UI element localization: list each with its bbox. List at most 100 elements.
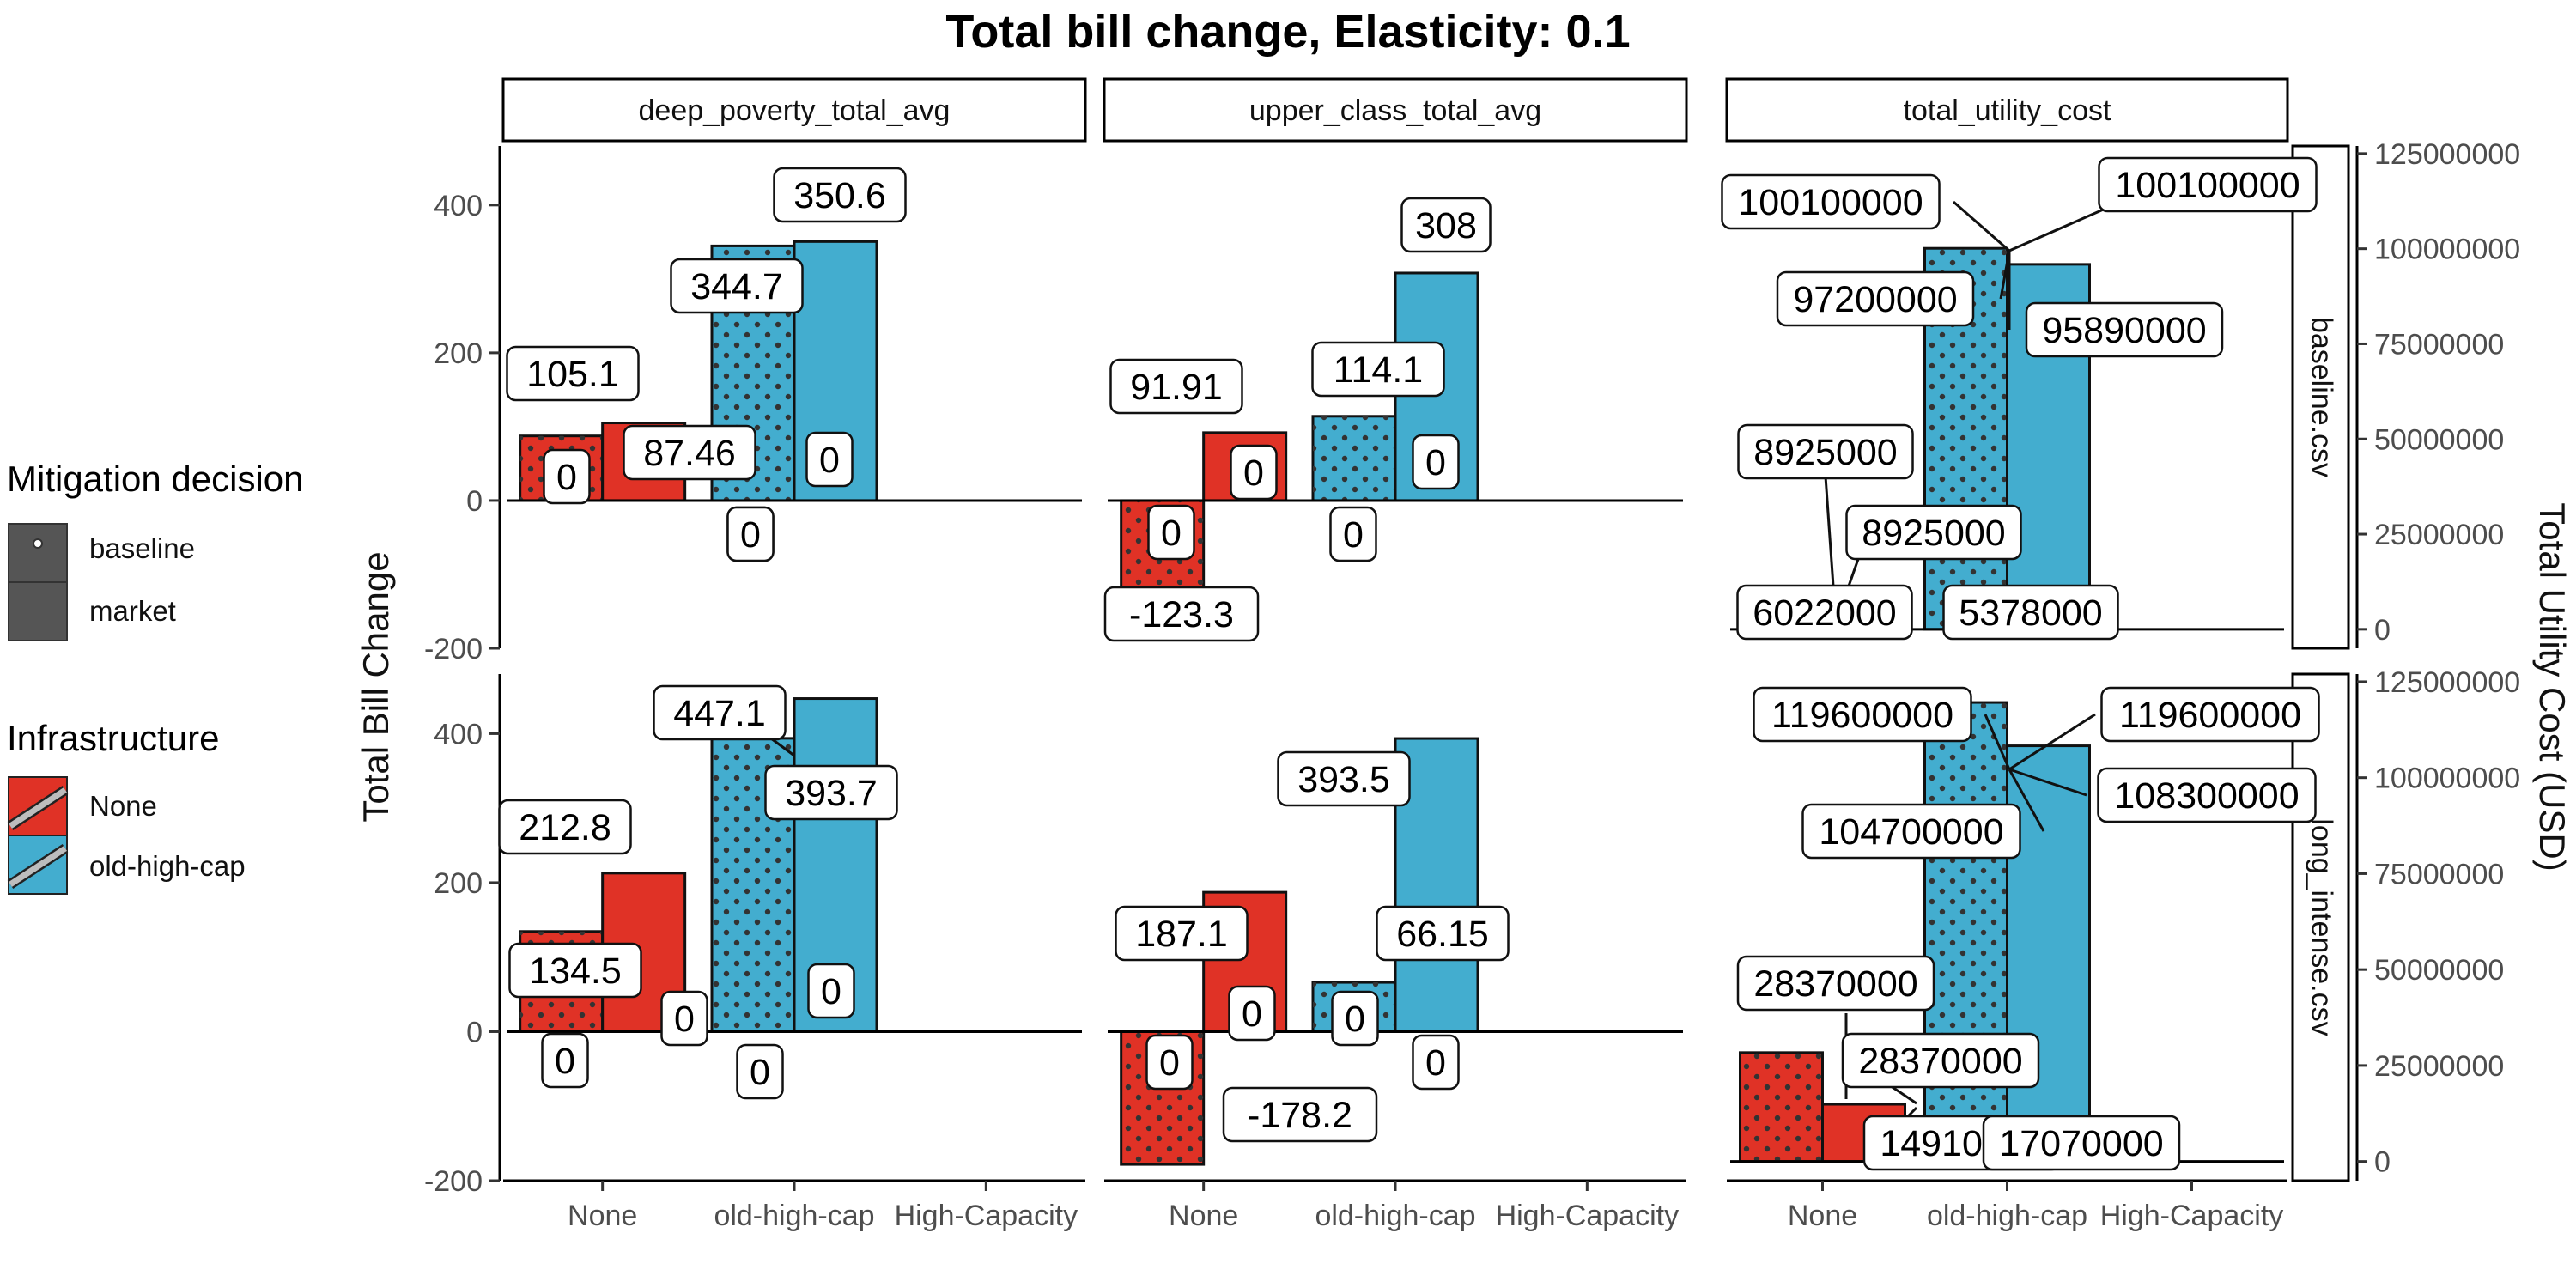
data-label-1-0-6: 0 — [807, 963, 855, 1019]
legend-title-mitigation: Mitigation decision — [7, 459, 304, 499]
data-label-text-0-2-2: 97200000 — [1793, 279, 1957, 320]
data-label-0-1-3: -123.3 — [1103, 586, 1260, 642]
legend-key-old-high-cap-slash-inner — [9, 846, 67, 887]
data-label-box-1-0-3 — [508, 942, 642, 999]
label-leader-1-0-0 — [770, 737, 795, 757]
data-label-box-0-2-6 — [1736, 584, 1913, 641]
data-label-1-1-7: 0 — [1412, 1034, 1460, 1091]
data-label-1-2-7: 17070000 — [1982, 1115, 2181, 1171]
strip-label-deep_poverty_total_avg: deep_poverty_total_avg — [639, 94, 951, 127]
data-label-text-1-0-6: 0 — [821, 971, 841, 1012]
data-label-1-0-5: 0 — [660, 990, 708, 1047]
right-tick-label-1-50000000: 50000000 — [2374, 954, 2504, 987]
data-label-text-0-1-7: 0 — [1343, 514, 1364, 556]
data-label-box-1-2-2 — [1801, 803, 2021, 860]
data-label-0-2-3: 95890000 — [2025, 301, 2224, 358]
data-label-text-1-2-2: 104700000 — [1819, 811, 2003, 853]
data-label-box-1-2-3 — [2097, 767, 2317, 823]
data-label-0-1-2: 0 — [1147, 504, 1195, 561]
legend-key-none-slash-inner — [9, 787, 67, 829]
data-label-text-0-1-6: 0 — [1425, 442, 1446, 483]
data-label-0-2-7: 5378000 — [1942, 584, 2119, 641]
data-label-text-0-1-3: -123.3 — [1129, 594, 1234, 635]
data-label-0-0-2: 87.46 — [623, 424, 756, 481]
data-label-text-0-1-5: 308 — [1415, 205, 1477, 246]
data-label-1-2-0: 119600000 — [1753, 686, 1972, 743]
bar-pattern-1-2-2 — [1924, 702, 2008, 1162]
data-label-text-1-2-4: 28370000 — [1753, 963, 1917, 1005]
data-label-0-2-0: 100100000 — [1721, 173, 1941, 230]
data-label-box-0-1-1 — [1230, 444, 1278, 501]
data-label-box-1-0-1 — [764, 764, 898, 821]
axes: -200 0 200 400 0 25000000 50000000 75000000 1000… — [424, 138, 2520, 1232]
data-label-text-1-2-7: 17070000 — [1999, 1123, 2163, 1164]
left-tick-label-0-0: 0 — [466, 485, 483, 518]
data-label-text-1-1-4: 0 — [1242, 993, 1262, 1035]
data-label-text-0-2-1: 100100000 — [2115, 165, 2300, 206]
data-label-text-0-2-7: 5378000 — [1959, 592, 2102, 634]
data-label-0-2-2: 97200000 — [1776, 270, 1975, 327]
data-label-text-1-1-7: 0 — [1425, 1042, 1446, 1084]
data-label-text-0-1-1: 0 — [1243, 453, 1264, 494]
x-tick-label-2-1: old-high-cap — [1927, 1200, 2087, 1232]
data-label-1-0-2: 212.8 — [498, 799, 632, 855]
data-label-box-1-0-5 — [660, 990, 708, 1047]
data-label-box-0-0-2 — [623, 424, 756, 481]
data-label-box-0-0-5 — [773, 167, 907, 223]
right-tick-label-1-125000000: 125000000 — [2374, 666, 2520, 699]
data-label-box-0-2-0 — [1721, 173, 1941, 230]
data-label-box-1-2-4 — [1736, 955, 1935, 1012]
data-label-1-2-2: 104700000 — [1801, 803, 2021, 860]
data-label-box-1-1-5 — [1331, 990, 1379, 1047]
x-tick-label-2-2: High-Capacity — [2100, 1200, 2284, 1232]
data-label-box-0-1-0 — [1109, 358, 1243, 415]
strip-label-long_intense.csv: long_intense.csv — [2306, 818, 2338, 1036]
legend-item-old-high-cap: old-high-cap — [89, 850, 246, 882]
data-label-box-0-2-2 — [1776, 270, 1975, 327]
strip-label-baseline.csv: baseline.csv — [2306, 317, 2338, 477]
data-label-box-0-1-7 — [1329, 506, 1377, 562]
label-leader-1-2-0 — [1984, 714, 2011, 770]
legend-item-market: market — [89, 595, 176, 627]
data-label-text-0-2-0: 100100000 — [1738, 182, 1923, 223]
data-label-text-0-1-4: 114.1 — [1334, 349, 1423, 391]
data-label-text-0-2-6: 6022000 — [1753, 592, 1896, 634]
data-label-box-0-0-6 — [805, 431, 854, 488]
data-label-text-1-1-2: 66.15 — [1396, 914, 1489, 955]
data-label-text-0-2-4: 8925000 — [1753, 432, 1897, 473]
data-label-box-0-2-5 — [1845, 504, 2022, 561]
chart-title: Total bill change, Elasticity: 0.1 — [945, 6, 1630, 58]
data-label-1-0-4: 0 — [541, 1032, 589, 1089]
y-axis-title-right: Total Utility Cost (USD) — [2532, 502, 2573, 871]
right-tick-label-1-0: 0 — [2374, 1146, 2391, 1179]
left-tick-label-1--200: -200 — [424, 1165, 483, 1198]
label-leader-0-2-2 — [1999, 250, 2011, 300]
data-label-1-2-5: 28370000 — [1841, 1032, 2040, 1089]
strip-box-deep_poverty_total_avg — [501, 77, 1087, 143]
data-label-0-0-1: 0 — [543, 448, 591, 505]
data-label-box-0-1-5 — [1400, 197, 1492, 253]
data-label-text-1-0-2: 212.8 — [519, 807, 611, 848]
x-tick-label-1-1: old-high-cap — [1315, 1200, 1475, 1232]
data-label-box-1-0-7 — [736, 1043, 784, 1100]
data-label-box-1-1-4 — [1228, 985, 1276, 1042]
data-label-1-1-1: 187.1 — [1115, 905, 1249, 962]
data-label-1-2-1: 119600000 — [2100, 686, 2320, 743]
data-label-0-2-1: 100100000 — [2098, 156, 2318, 213]
data-label-1-0-7: 0 — [736, 1043, 784, 1100]
facet-strips: deep_poverty_total_avg upper_class_total_… — [501, 77, 2350, 1182]
legend: Mitigation decision baseline market Infr… — [7, 459, 304, 895]
legend-title-infrastructure: Infrastructure — [7, 718, 219, 758]
data-label-0-1-6: 0 — [1412, 434, 1460, 490]
data-label-text-0-0-2: 87.46 — [643, 433, 736, 474]
data-label-1-1-0: 393.5 — [1277, 750, 1411, 807]
data-label-0-1-5: 308 — [1400, 197, 1492, 253]
data-label-0-2-6: 6022000 — [1736, 584, 1913, 641]
data-label-1-1-2: 66.15 — [1376, 905, 1510, 962]
data-label-text-0-0-0: 105.1 — [526, 354, 619, 395]
label-leader-1-2-2 — [2008, 769, 2045, 832]
right-tick-label-1-75000000: 75000000 — [2374, 858, 2504, 890]
data-label-box-1-2-0 — [1753, 686, 1972, 743]
data-label-0-1-1: 0 — [1230, 444, 1278, 501]
